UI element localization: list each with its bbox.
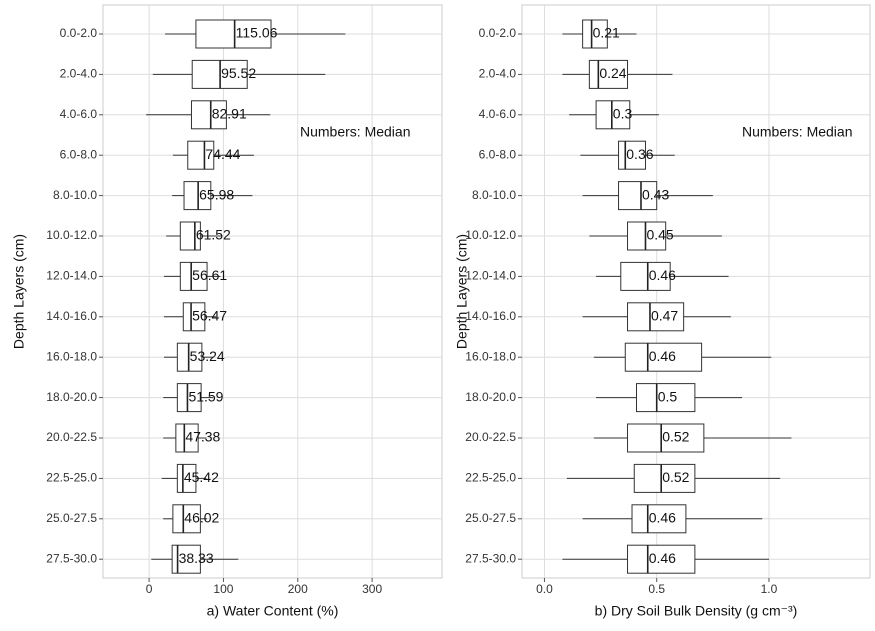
box xyxy=(627,544,696,574)
x-axis-label: a) Water Content (%) xyxy=(207,603,339,619)
box xyxy=(182,302,206,332)
box xyxy=(179,261,208,291)
y-tick-label: 27.5-30.0 xyxy=(465,551,516,565)
y-tick-label: 10.0-12.0 xyxy=(46,228,97,242)
y-tick-label: 25.0-27.5 xyxy=(465,511,516,525)
y-tick-label: 8.0-10.0 xyxy=(472,188,516,202)
plot-border xyxy=(102,4,443,579)
box xyxy=(190,100,227,130)
median-label: 0.46 xyxy=(649,550,676,566)
y-tick-label: 20.0-22.5 xyxy=(46,430,97,444)
y-tick-label: 10.0-12.0 xyxy=(465,228,516,242)
median-label: 74.44 xyxy=(205,146,240,162)
median-label: 0.24 xyxy=(599,65,626,81)
median-label: 0.36 xyxy=(626,146,653,162)
box xyxy=(627,423,705,453)
box xyxy=(595,100,631,130)
y-tick-label: 8.0-10.0 xyxy=(53,188,97,202)
box xyxy=(627,302,685,332)
median-label: 115.06 xyxy=(236,25,278,41)
y-tick-label: 0.0-2.0 xyxy=(479,26,517,40)
y-tick-label: 22.5-25.0 xyxy=(46,471,97,485)
y-tick-label: 27.5-30.0 xyxy=(46,551,97,565)
median-label: 38.33 xyxy=(179,550,214,566)
median-label: 0.52 xyxy=(662,429,689,445)
box xyxy=(195,19,272,49)
x-tick-label: 300 xyxy=(362,582,382,596)
box xyxy=(631,504,687,534)
median-label: 47.38 xyxy=(185,429,220,445)
median-label: 0.47 xyxy=(651,308,678,324)
box xyxy=(618,140,646,170)
y-tick-label: 2.0-4.0 xyxy=(60,67,98,81)
box xyxy=(624,342,703,372)
box xyxy=(176,342,203,372)
y-tick-label: 20.0-22.5 xyxy=(465,430,516,444)
y-tick-label: 25.0-27.5 xyxy=(46,511,97,525)
y-tick-label: 18.0-20.0 xyxy=(465,390,516,404)
y-tick-label: 12.0-14.0 xyxy=(46,269,97,283)
box xyxy=(588,59,629,89)
plot-border xyxy=(521,4,871,579)
y-axis-label: Depth Layers (cm) xyxy=(11,234,27,349)
box xyxy=(620,261,671,291)
x-tick-label: 0.5 xyxy=(648,582,665,596)
box xyxy=(172,504,201,534)
box xyxy=(582,19,608,49)
y-tick-label: 4.0-6.0 xyxy=(60,107,98,121)
y-tick-label: 14.0-16.0 xyxy=(465,309,516,323)
annotation: Numbers: Median xyxy=(742,124,853,140)
box xyxy=(175,423,199,453)
y-tick-label: 6.0-8.0 xyxy=(60,147,98,161)
x-tick-label: 1.0 xyxy=(761,582,778,596)
median-label: 82.91 xyxy=(212,106,247,122)
median-label: 46.02 xyxy=(184,510,219,526)
box xyxy=(633,463,696,493)
x-tick-label: 200 xyxy=(288,582,308,596)
y-tick-label: 6.0-8.0 xyxy=(479,147,517,161)
median-label: 0.43 xyxy=(642,186,669,202)
median-label: 95.52 xyxy=(221,65,256,81)
y-tick-label: 4.0-6.0 xyxy=(479,107,517,121)
median-label: 56.47 xyxy=(192,308,227,324)
median-label: 0.45 xyxy=(646,227,673,243)
median-label: 56.61 xyxy=(192,267,227,283)
median-label: 0.5 xyxy=(658,388,678,404)
median-label: 0.46 xyxy=(649,267,676,283)
x-axis-label: b) Dry Soil Bulk Density (g cm⁻³) xyxy=(595,603,798,619)
y-tick-label: 12.0-14.0 xyxy=(465,269,516,283)
y-tick-label: 16.0-18.0 xyxy=(46,349,97,363)
median-label: 53.24 xyxy=(190,348,225,364)
y-tick-label: 18.0-20.0 xyxy=(46,390,97,404)
box xyxy=(176,463,197,493)
median-label: 65.98 xyxy=(199,186,234,202)
box xyxy=(176,383,202,413)
x-tick-label: 0.0 xyxy=(536,582,553,596)
box xyxy=(627,221,667,251)
box xyxy=(636,383,696,413)
annotation: Numbers: Median xyxy=(300,124,411,140)
y-tick-label: 16.0-18.0 xyxy=(465,349,516,363)
y-tick-label: 14.0-16.0 xyxy=(46,309,97,323)
median-label: 0.3 xyxy=(613,106,633,122)
y-tick-label: 0.0-2.0 xyxy=(60,26,98,40)
x-tick-label: 0 xyxy=(146,582,153,596)
y-tick-label: 22.5-25.0 xyxy=(465,471,516,485)
median-label: 61.52 xyxy=(196,227,231,243)
y-tick-label: 2.0-4.0 xyxy=(479,67,517,81)
median-label: 0.46 xyxy=(649,510,676,526)
y-axis-label: Depth Layers (cm) xyxy=(454,234,470,349)
median-label: 0.52 xyxy=(662,469,689,485)
median-label: 0.46 xyxy=(649,348,676,364)
x-tick-label: 100 xyxy=(213,582,233,596)
median-label: 0.21 xyxy=(593,25,620,41)
median-label: 51.59 xyxy=(188,388,223,404)
box xyxy=(187,140,215,170)
median-label: 45.42 xyxy=(184,469,219,485)
box xyxy=(618,181,658,211)
